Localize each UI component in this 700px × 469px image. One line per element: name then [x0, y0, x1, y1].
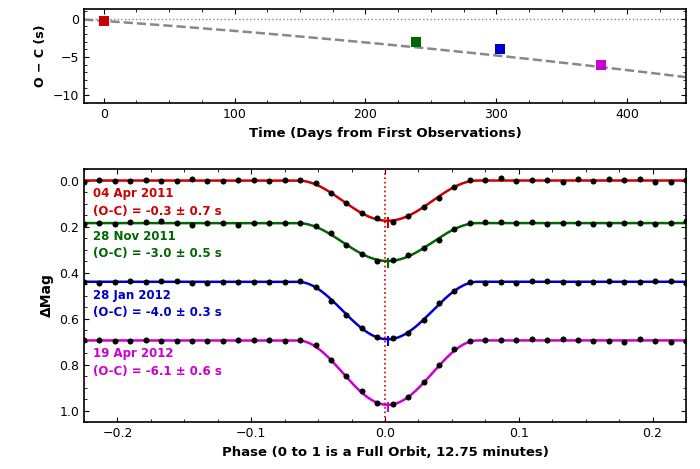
Text: 04 Apr 2011: 04 Apr 2011	[93, 188, 174, 200]
Text: 19 Apr 2012: 19 Apr 2012	[93, 348, 174, 360]
Text: 28 Jan 2012: 28 Jan 2012	[93, 288, 172, 302]
X-axis label: Time (Days from First Observations): Time (Days from First Observations)	[248, 127, 522, 140]
Text: (O-C) = -4.0 ± 0.3 s: (O-C) = -4.0 ± 0.3 s	[93, 306, 222, 319]
Text: (O-C) = -0.3 ± 0.7 s: (O-C) = -0.3 ± 0.7 s	[93, 204, 222, 218]
X-axis label: Phase (0 to 1 is a Full Orbit, 12.75 minutes): Phase (0 to 1 is a Full Orbit, 12.75 min…	[222, 446, 548, 459]
Y-axis label: ΔMag: ΔMag	[40, 273, 54, 318]
Text: (O-C) = -3.0 ± 0.5 s: (O-C) = -3.0 ± 0.5 s	[93, 247, 222, 260]
Text: (O-C) = -6.1 ± 0.6 s: (O-C) = -6.1 ± 0.6 s	[93, 364, 222, 378]
Text: 28 Nov 2011: 28 Nov 2011	[93, 230, 176, 243]
Y-axis label: O − C (s): O − C (s)	[34, 25, 47, 88]
